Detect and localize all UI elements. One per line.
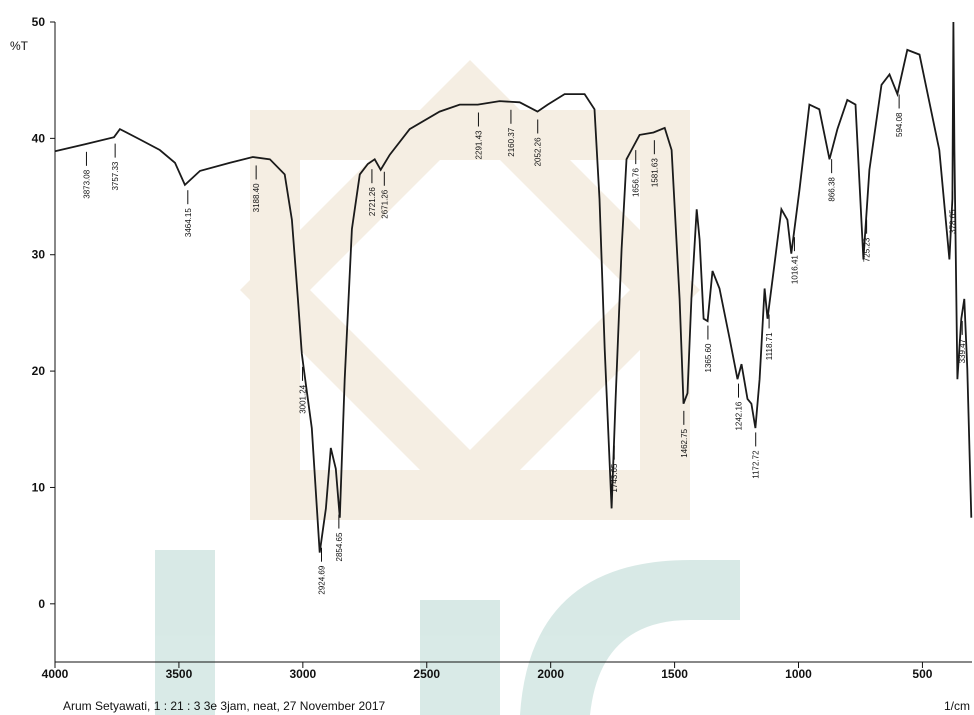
peak-label: 3188.40 — [252, 183, 261, 212]
x-tick-label: 2500 — [413, 667, 440, 681]
peak-label: 1743.65 — [610, 463, 619, 492]
peak-label: 3873.08 — [82, 169, 91, 198]
x-tick-label: 4000 — [42, 667, 69, 681]
y-tick-label: 20 — [32, 364, 46, 378]
peak-label: 2291.43 — [474, 130, 483, 159]
peak-label: 2052.26 — [534, 137, 543, 166]
y-tick-label: 30 — [32, 248, 46, 262]
y-tick-label: 0 — [38, 597, 45, 611]
peak-label: 378.65 — [949, 209, 958, 234]
peak-label: 2671.26 — [380, 189, 389, 218]
peak-label: 594.08 — [895, 112, 904, 137]
y-tick-label: 10 — [32, 480, 46, 494]
peak-label: 1365.60 — [704, 343, 713, 372]
y-tick-label: 50 — [32, 15, 46, 29]
x-tick-label: 2000 — [537, 667, 564, 681]
peak-label: 3464.15 — [184, 208, 193, 237]
peak-label: 3001.24 — [299, 384, 308, 413]
peak-label: 1118.71 — [765, 332, 774, 360]
peak-label: 339.47 — [958, 338, 967, 363]
peak-label: 1172.72 — [752, 450, 761, 479]
x-tick-label: 500 — [912, 667, 932, 681]
peak-label: 2721.26 — [368, 187, 377, 216]
chart: %T 1/cm Arum Setyawati, 1 : 21 : 3 3e 3j… — [0, 0, 974, 715]
peak-label: 1242.16 — [734, 401, 743, 430]
peak-label: 1656.76 — [632, 168, 641, 197]
peak-label: 866.38 — [828, 177, 837, 202]
peak-label: 1462.75 — [680, 428, 689, 457]
peak-label: 725.23 — [863, 237, 872, 262]
y-axis-label: %T — [10, 39, 29, 53]
footer: Arum Setyawati, 1 : 21 : 3 3e 3jam, neat… — [63, 699, 386, 713]
y-tick-label: 40 — [32, 131, 46, 145]
x-tick-label: 1500 — [661, 667, 688, 681]
x-tick-label: 3000 — [289, 667, 316, 681]
peak-label: 1581.63 — [650, 158, 659, 187]
peak-label: 3757.33 — [111, 161, 120, 190]
x-axis-label: 1/cm — [944, 699, 970, 713]
x-tick-label: 3500 — [166, 667, 193, 681]
peak-label: 2160.37 — [507, 127, 516, 156]
x-tick-label: 1000 — [785, 667, 812, 681]
peak-label: 1016.41 — [790, 255, 799, 284]
peak-label: 2924.69 — [318, 565, 327, 594]
peak-label: 2854.65 — [335, 532, 344, 561]
